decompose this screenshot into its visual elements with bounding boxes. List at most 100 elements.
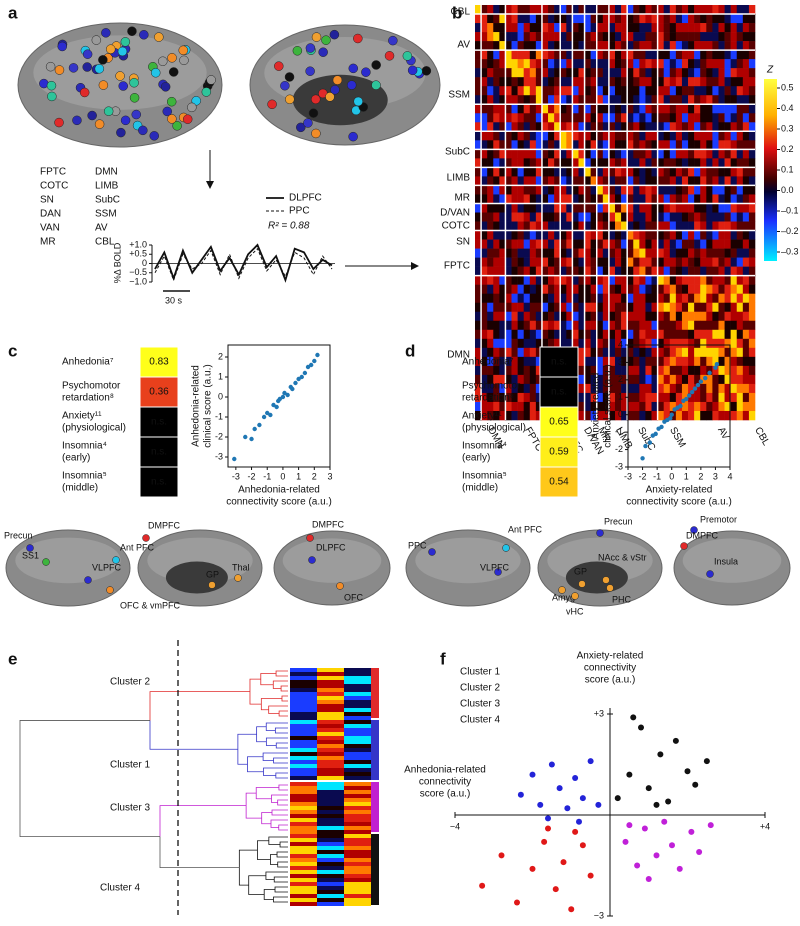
matrix-cell bbox=[669, 284, 677, 294]
matrix-cell bbox=[700, 230, 707, 240]
matrix-cell bbox=[608, 410, 616, 421]
matrix-cell bbox=[724, 356, 731, 367]
matrix-cell bbox=[736, 68, 744, 78]
matrix-cell bbox=[681, 77, 689, 87]
matrix-cell bbox=[627, 59, 634, 69]
matrix-cell bbox=[584, 212, 591, 222]
heatmap-cell bbox=[290, 902, 317, 906]
matrix-cell bbox=[590, 239, 598, 249]
heatmap-cell bbox=[344, 786, 371, 790]
heatmap-cell bbox=[344, 870, 371, 874]
matrix-cell bbox=[669, 347, 677, 358]
matrix-cell bbox=[742, 230, 750, 240]
matrix-cell bbox=[481, 338, 488, 349]
dendrogram-branch bbox=[249, 678, 262, 705]
table-cell bbox=[539, 346, 579, 378]
matrix-cell bbox=[529, 356, 537, 367]
matrix-cell bbox=[493, 41, 500, 51]
matrix-cell bbox=[517, 95, 524, 105]
matrix-cell bbox=[505, 77, 512, 87]
matrix-cell bbox=[529, 5, 537, 15]
matrix-cell bbox=[675, 212, 683, 222]
matrix-cell bbox=[548, 122, 555, 132]
matrix-cell bbox=[584, 257, 591, 267]
matrix-cell bbox=[548, 14, 555, 24]
matrix-cell bbox=[663, 86, 671, 96]
matrix-cell bbox=[742, 86, 750, 96]
matrix-cell bbox=[475, 140, 482, 150]
matrix-cell bbox=[493, 158, 500, 168]
matrix-cell bbox=[493, 32, 500, 42]
matrix-cell bbox=[572, 113, 579, 123]
matrix-cell bbox=[493, 131, 500, 141]
matrix-cell bbox=[523, 239, 531, 249]
row-label: Insomnia⁵ bbox=[462, 471, 507, 482]
matrix-cell bbox=[730, 95, 738, 105]
matrix-cell bbox=[554, 113, 561, 123]
matrix-cell bbox=[639, 113, 646, 123]
heatmap-cell bbox=[344, 878, 371, 882]
row-label: DMN bbox=[447, 350, 470, 361]
matrix-cell bbox=[663, 194, 671, 204]
row-label: Anxiety¹¹ bbox=[462, 411, 502, 422]
matrix-cell bbox=[639, 167, 646, 177]
matrix-cell bbox=[584, 248, 591, 258]
heatmap-cell bbox=[290, 756, 317, 760]
matrix-cell bbox=[718, 59, 725, 69]
y-tick-label: +0.5 bbox=[129, 249, 147, 259]
matrix-cell bbox=[730, 383, 738, 394]
matrix-cell bbox=[736, 32, 744, 42]
matrix-cell bbox=[663, 365, 671, 376]
matrix-cell bbox=[639, 266, 646, 276]
matrix-cell bbox=[511, 14, 518, 24]
matrix-cell bbox=[657, 392, 664, 403]
matrix-cell bbox=[615, 311, 622, 322]
matrix-cell bbox=[724, 167, 731, 177]
matrix-cell bbox=[584, 311, 591, 322]
matrix-cell bbox=[639, 401, 646, 412]
matrix-cell bbox=[633, 338, 640, 349]
matrix-cell bbox=[645, 302, 652, 313]
matrix-cell bbox=[499, 347, 506, 358]
matrix-cell bbox=[499, 248, 506, 258]
matrix-cell bbox=[712, 203, 719, 213]
matrix-cell bbox=[681, 41, 689, 51]
matrix-cell bbox=[669, 149, 677, 159]
matrix-cell bbox=[657, 410, 664, 421]
matrix-cell bbox=[572, 176, 579, 186]
heatmap-cell bbox=[290, 894, 317, 898]
matrix-cell bbox=[724, 239, 731, 249]
matrix-cell bbox=[651, 266, 658, 276]
matrix-cell bbox=[742, 158, 750, 168]
x-tick-label: 0 bbox=[669, 471, 674, 481]
matrix-cell bbox=[523, 410, 531, 421]
matrix-cell bbox=[566, 257, 573, 267]
matrix-cell bbox=[608, 275, 616, 285]
matrix-cell bbox=[675, 50, 683, 60]
matrix-cell bbox=[584, 383, 591, 394]
matrix-cell bbox=[730, 248, 738, 258]
matrix-cell bbox=[493, 239, 500, 249]
matrix-cell bbox=[487, 5, 494, 15]
matrix-cell bbox=[706, 383, 713, 394]
matrix-cell bbox=[493, 5, 500, 15]
y-axis-label: Anxiety-related bbox=[577, 651, 644, 662]
matrix-cell bbox=[688, 86, 695, 96]
matrix-cell bbox=[730, 410, 738, 421]
heatmap-cell bbox=[317, 786, 344, 790]
matrix-cell bbox=[596, 293, 604, 304]
matrix-cell bbox=[718, 248, 725, 258]
matrix-cell bbox=[730, 41, 738, 51]
matrix-cell bbox=[657, 32, 664, 42]
matrix-cell bbox=[505, 230, 512, 240]
matrix-cell bbox=[706, 95, 713, 105]
matrix-cell bbox=[535, 203, 543, 213]
matrix-cell bbox=[584, 113, 591, 123]
matrix-cell bbox=[548, 104, 555, 114]
matrix-cell bbox=[712, 14, 719, 24]
matrix-cell bbox=[602, 104, 610, 114]
matrix-cell bbox=[541, 230, 549, 240]
matrix-cell bbox=[742, 221, 750, 231]
matrix-cell bbox=[535, 293, 543, 304]
matrix-cell bbox=[621, 122, 628, 132]
